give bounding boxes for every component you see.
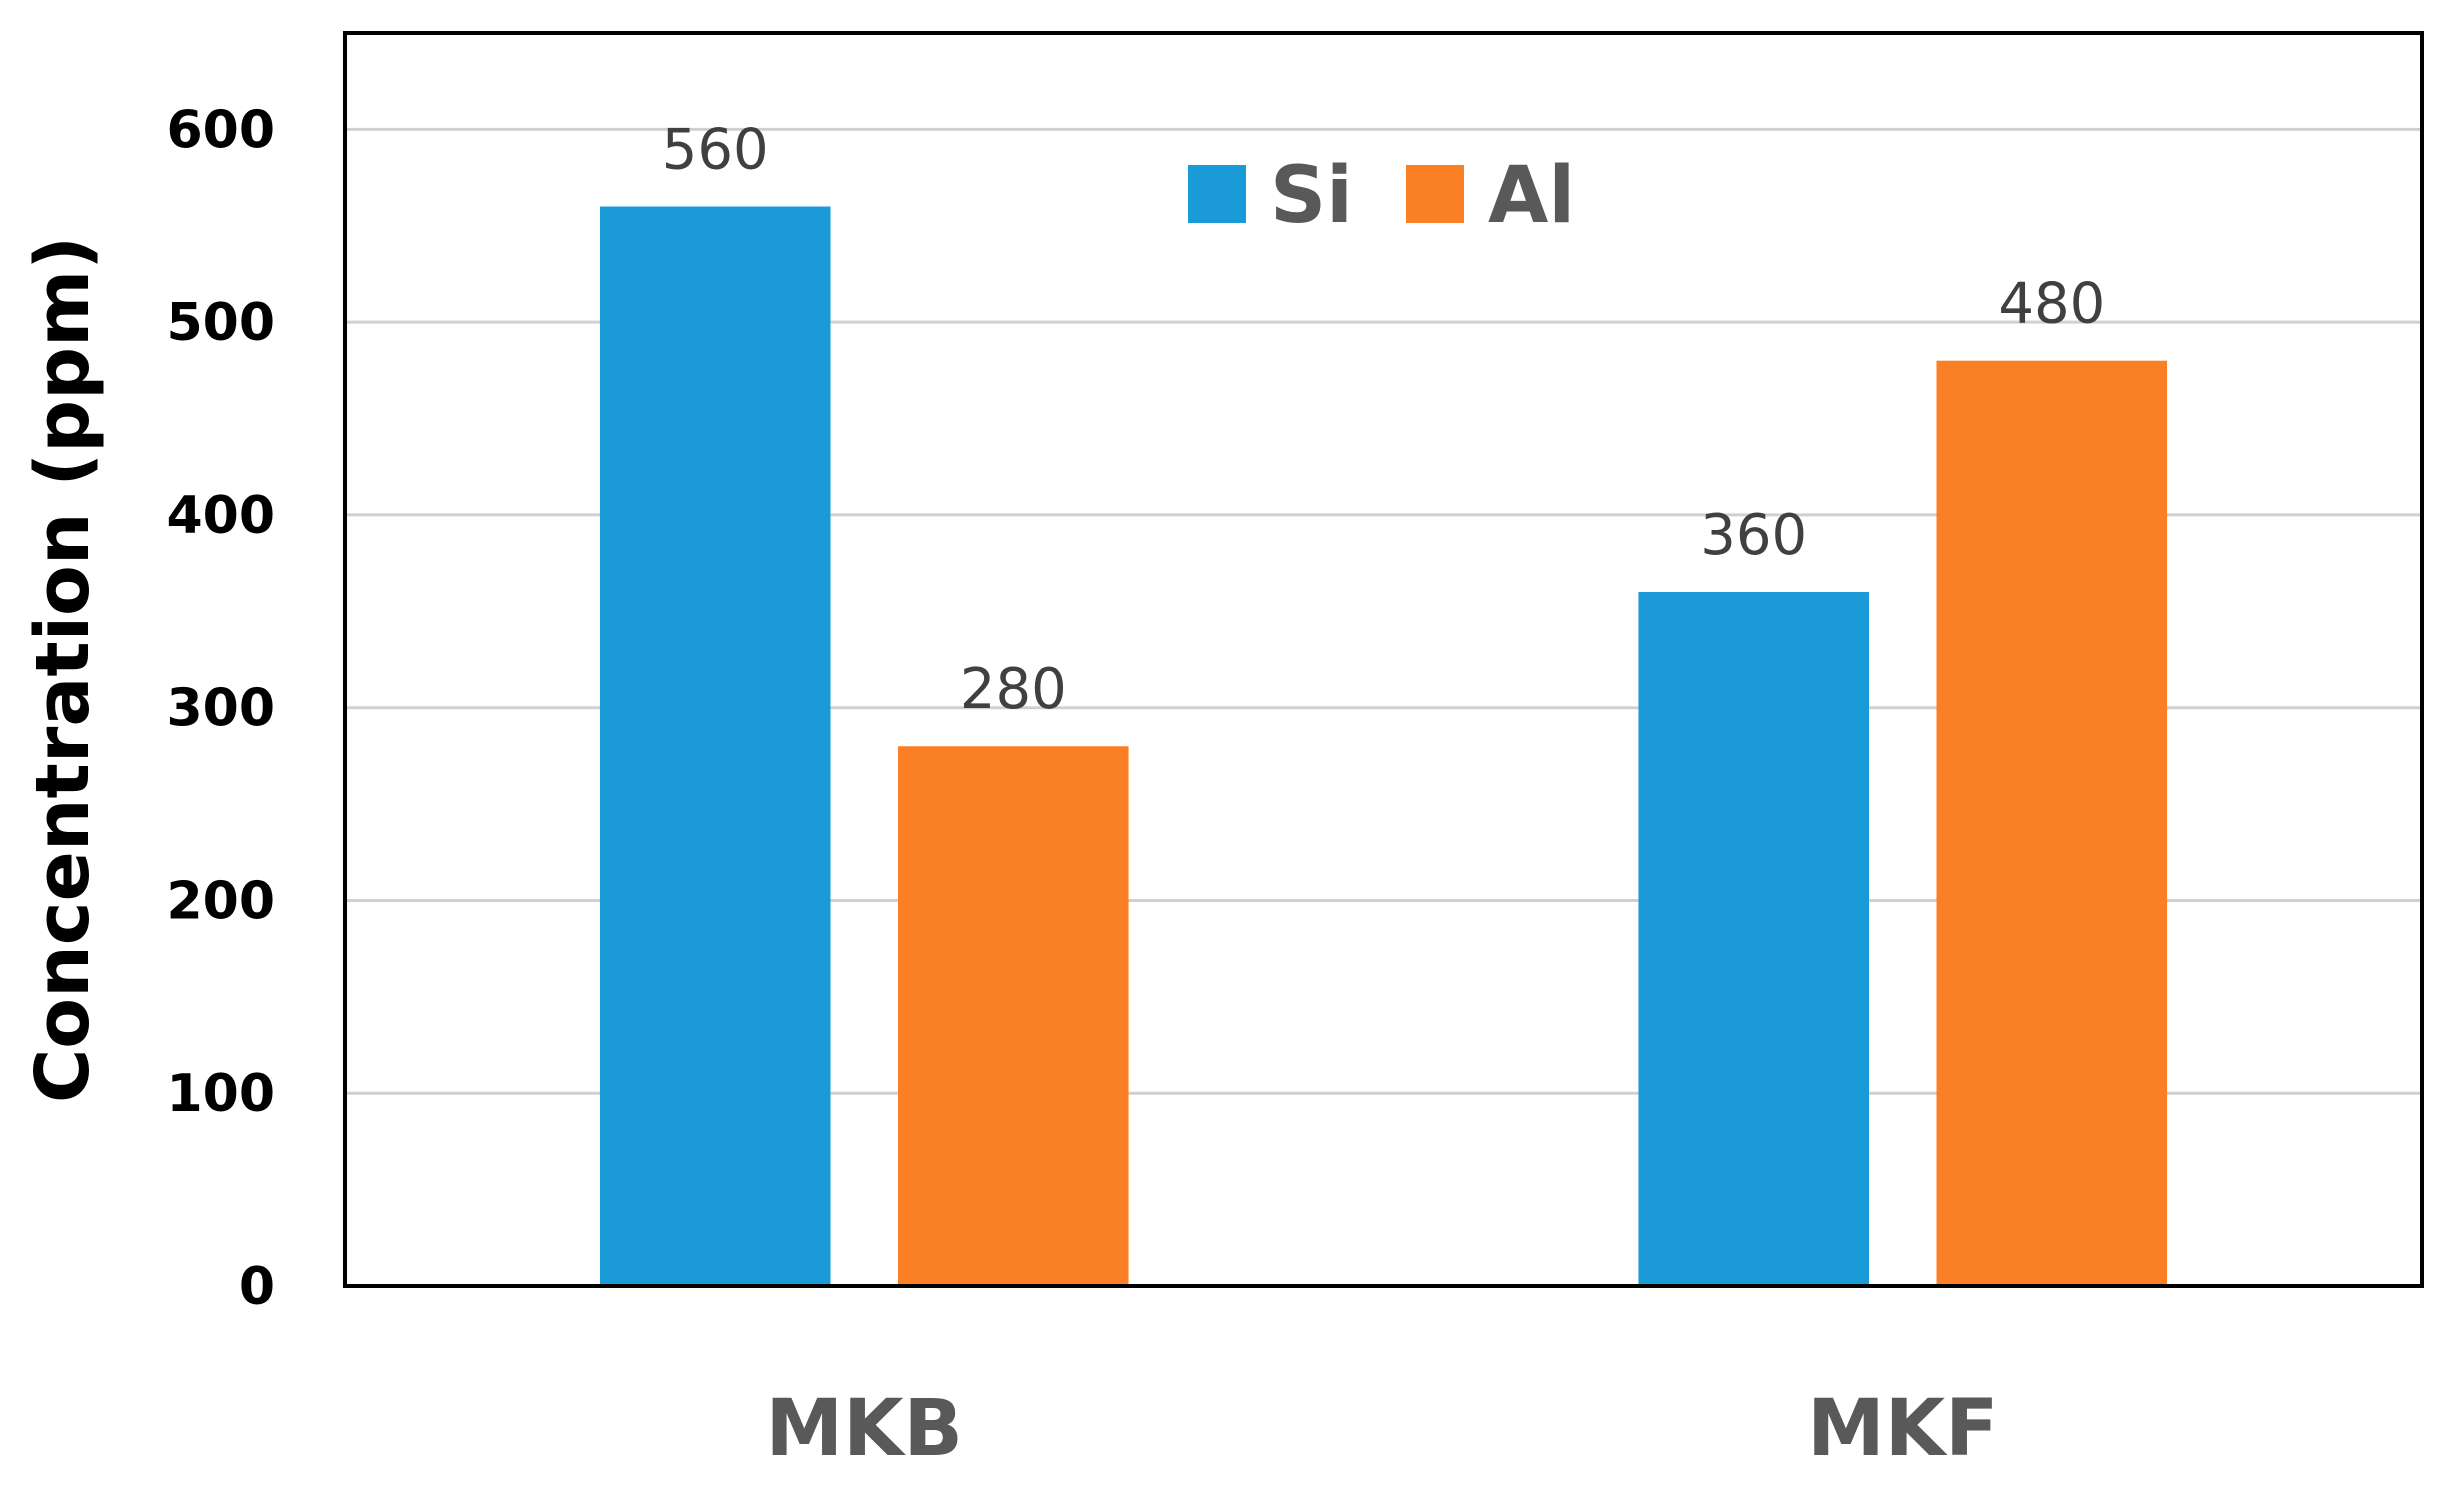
x-category-label: MKF <box>1807 1384 1998 1474</box>
y-tick-label: 400 <box>166 486 275 546</box>
x-category-label: MKB <box>765 1384 963 1474</box>
bar-al-mkb <box>898 746 1129 1286</box>
legend-label: Si <box>1270 151 1353 241</box>
plot-frame <box>343 31 2424 1288</box>
data-label: 360 <box>1700 503 1807 568</box>
y-tick-label: 0 <box>239 1257 275 1317</box>
bars <box>599 206 2168 1286</box>
legend-swatch <box>1406 165 1464 223</box>
y-tick-label: 600 <box>166 100 275 160</box>
bar-al-mkf <box>1936 360 2168 1286</box>
legend-item-al: Al <box>1406 151 1575 241</box>
bar-si-mkb <box>599 206 831 1286</box>
x-axis-categories: MKB MKF <box>765 1384 1998 1474</box>
data-label: 560 <box>662 117 769 182</box>
legend-label: Al <box>1488 151 1575 241</box>
legend-swatch <box>1188 165 1246 223</box>
legend: Si Al <box>1188 151 1575 241</box>
y-tick-label: 100 <box>166 1064 275 1124</box>
data-label: 480 <box>1998 272 2105 337</box>
y-tick-label: 500 <box>166 293 275 353</box>
bar-si-mkf <box>1638 592 1869 1286</box>
y-tick-label: 200 <box>166 871 275 931</box>
y-axis-title: Concentration (ppm) <box>20 236 106 1103</box>
y-axis-ticks: 0 100 200 300 400 500 600 <box>166 100 275 1317</box>
legend-item-si: Si <box>1188 151 1353 241</box>
data-labels: 560 280 360 480 <box>662 117 2105 722</box>
y-tick-label: 300 <box>166 679 275 739</box>
data-label: 280 <box>960 657 1067 722</box>
